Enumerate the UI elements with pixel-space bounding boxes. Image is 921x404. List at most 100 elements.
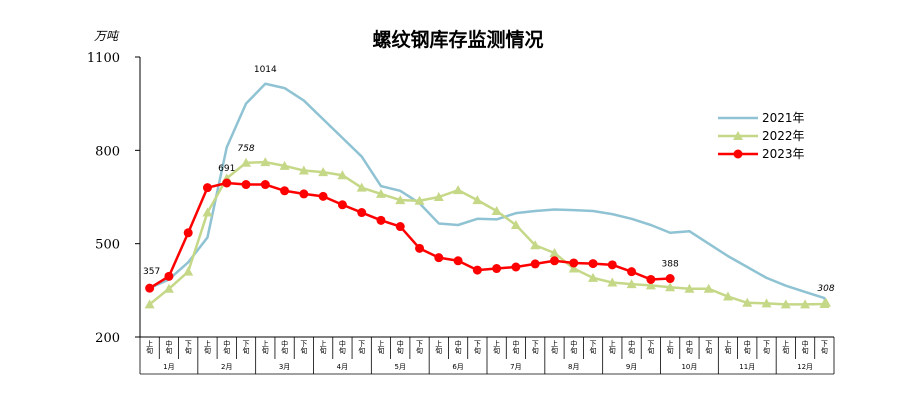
data-point [318, 167, 329, 177]
month-label: 12月 [797, 363, 813, 371]
legend-label: 2023年 [762, 147, 805, 161]
data-point [144, 299, 155, 309]
y-tick-label: 1100 [87, 51, 120, 66]
x-tick-label: 上旬 [319, 339, 327, 355]
data-point [414, 195, 425, 205]
y-tick-label: 500 [95, 238, 120, 253]
data-point [222, 178, 232, 188]
month-label: 4月 [337, 363, 348, 371]
x-tick-label: 中旬 [570, 339, 578, 355]
data-point [530, 259, 540, 269]
month-label: 7月 [510, 363, 521, 371]
data-point [183, 228, 193, 238]
data-point [260, 157, 271, 167]
y-tick-label: 800 [95, 144, 120, 159]
x-tick-label: 中旬 [223, 339, 231, 355]
data-point [357, 208, 367, 218]
x-tick-label: 下旬 [473, 340, 481, 355]
x-tick-label: 下旬 [647, 340, 655, 355]
data-point [492, 264, 502, 274]
x-tick-label: 下旬 [184, 340, 192, 355]
x-tick-label: 上旬 [435, 339, 443, 355]
legend-marker [733, 131, 743, 140]
x-tick-label: 中旬 [281, 339, 289, 355]
x-tick-label: 下旬 [358, 340, 366, 355]
data-point [742, 297, 753, 307]
data-point [260, 180, 270, 190]
month-label: 11月 [739, 363, 755, 371]
x-tick-label: 上旬 [608, 339, 616, 355]
month-label: 10月 [681, 363, 697, 371]
data-point [607, 260, 617, 270]
data-point [588, 272, 599, 282]
x-tick-label: 上旬 [146, 339, 154, 355]
x-tick-label: 下旬 [763, 340, 771, 355]
legend-item: 2022年 [718, 129, 805, 143]
data-point [415, 243, 425, 253]
month-label: 6月 [452, 363, 463, 371]
series-2 [145, 178, 675, 293]
unit-label: 万吨 [94, 29, 120, 43]
data-point [280, 186, 290, 196]
x-tick-label: 中旬 [628, 339, 636, 355]
data-point [780, 299, 791, 309]
data-point [645, 280, 656, 290]
x-tick-label: 中旬 [454, 339, 462, 355]
data-label: 691 [218, 164, 235, 174]
data-point [569, 258, 579, 268]
x-tick-label: 上旬 [782, 339, 790, 355]
x-tick-label: 中旬 [338, 339, 346, 355]
data-point [626, 279, 637, 289]
series-line [149, 82, 828, 304]
x-tick-label: 上旬 [666, 339, 674, 355]
data-point [821, 297, 831, 307]
x-tick-label: 上旬 [203, 339, 211, 355]
x-tick-label: 上旬 [377, 339, 385, 355]
x-tick-label: 下旬 [416, 340, 424, 355]
data-label: 1014 [254, 65, 277, 75]
chart-title: 螺纹钢库存监测情况 [372, 28, 543, 51]
axes: 2005008001100上旬 中旬 下旬 上旬 中旬 下旬 上旬 中旬 下旬 上旬 中旬 下旬 上旬中… [87, 51, 835, 375]
series-layer [144, 82, 831, 309]
data-point [472, 265, 482, 275]
data-point [202, 183, 212, 193]
data-point [627, 267, 637, 277]
data-point [376, 215, 386, 225]
data-point [356, 182, 367, 192]
x-tick-label: 下旬 [820, 340, 828, 355]
x-tick-label: 上旬 [493, 339, 501, 355]
x-tick-label: 中旬 [512, 339, 520, 355]
data-point [375, 188, 386, 198]
data-point [453, 256, 463, 266]
data-point [434, 253, 444, 263]
month-label: 9月 [626, 363, 637, 371]
data-point [549, 256, 559, 266]
legend-item: 2023年 [718, 147, 805, 161]
data-point [241, 180, 251, 190]
x-tick-label: 下旬 [531, 340, 539, 355]
x-tick-label: 下旬 [242, 340, 250, 355]
data-point [318, 191, 328, 201]
data-point [510, 220, 521, 229]
data-point [665, 282, 676, 292]
series-1 [144, 157, 831, 309]
data-point [800, 299, 811, 309]
legend-item: 2021年 [718, 111, 805, 125]
y-tick-label: 200 [95, 331, 120, 346]
data-point [646, 274, 656, 284]
x-tick-label: 上旬 [550, 339, 558, 355]
data-point [183, 266, 194, 276]
x-tick-label: 中旬 [685, 339, 693, 355]
data-label: 758 [237, 144, 254, 154]
data-point [279, 160, 290, 170]
data-point [395, 222, 405, 232]
data-point [145, 283, 155, 293]
legend-label: 2022年 [762, 129, 805, 143]
data-point [588, 259, 598, 269]
series-line [148, 181, 671, 290]
data-point [665, 274, 675, 284]
x-tick-label: 下旬 [705, 340, 713, 355]
legend: 2021年 2022年 2023年 [718, 111, 805, 161]
